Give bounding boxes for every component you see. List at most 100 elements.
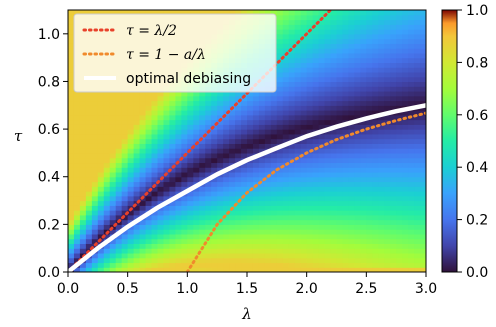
- heatmap-cell: [217, 186, 224, 192]
- heatmap-cell: [199, 152, 206, 159]
- heatmap-cell: [264, 195, 272, 202]
- heatmap-cell: [300, 191, 308, 197]
- heatmap-cell: [294, 205, 302, 211]
- heatmap-cell: [306, 219, 314, 225]
- heatmap-cell: [193, 133, 200, 140]
- heatmap-cell: [229, 238, 236, 245]
- heatmap-cell: [193, 171, 200, 178]
- heatmap-cell: [258, 124, 266, 130]
- heatmap-cell: [336, 176, 344, 183]
- heatmap-cell: [163, 114, 171, 121]
- heatmap-cell: [360, 205, 367, 211]
- heatmap-cell: [390, 181, 397, 187]
- heatmap-cell: [115, 210, 123, 216]
- heatmap-cell: [145, 262, 153, 268]
- heatmap-cell: [276, 33, 284, 40]
- heatmap-cell: [223, 248, 230, 254]
- heatmap-cell: [85, 233, 93, 240]
- heatmap-cell: [402, 181, 409, 187]
- heatmap-cell: [342, 81, 350, 87]
- heatmap-cell: [408, 43, 415, 49]
- heatmap-cell: [318, 171, 326, 178]
- heatmap-cell: [175, 224, 182, 230]
- heatmap-cell: [300, 257, 308, 264]
- heatmap-cell: [258, 219, 266, 225]
- heatmap-cell: [342, 19, 350, 25]
- heatmap-cell: [378, 138, 385, 144]
- heatmap-cell: [336, 238, 344, 245]
- heatmap-cell: [300, 248, 308, 254]
- heatmap-cell: [360, 148, 367, 154]
- heatmap-cell: [282, 191, 290, 197]
- heatmap-cell: [73, 252, 81, 259]
- heatmap-cell: [229, 119, 236, 125]
- heatmap-cell: [372, 219, 379, 225]
- heatmap-cell: [103, 110, 111, 116]
- heatmap-cell: [276, 262, 284, 268]
- heatmap-cell: [342, 14, 350, 21]
- heatmap-cell: [85, 267, 93, 272]
- heatmap-cell: [402, 81, 409, 87]
- heatmap-cell: [330, 200, 338, 206]
- heatmap-cell: [193, 229, 200, 235]
- heatmap-cell: [175, 148, 182, 154]
- heatmap-cell: [109, 157, 117, 164]
- heatmap-cell: [312, 110, 320, 116]
- heatmap-cell: [336, 200, 344, 206]
- heatmap-cell: [181, 229, 188, 235]
- heatmap-cell: [402, 48, 409, 54]
- heatmap-cell: [163, 252, 171, 259]
- heatmap-cell: [408, 162, 415, 168]
- heatmap-cell: [121, 100, 129, 106]
- heatmap-cell: [85, 133, 93, 140]
- heatmap-cell: [247, 148, 254, 154]
- heatmap-cell: [258, 143, 266, 149]
- heatmap-cell: [420, 191, 426, 197]
- heatmap-cell: [91, 186, 99, 192]
- heatmap-cell: [330, 24, 338, 30]
- heatmap-cell: [73, 114, 81, 121]
- heatmap-cell: [336, 110, 344, 116]
- heatmap-cell: [402, 229, 409, 235]
- heatmap-cell: [282, 171, 290, 178]
- heatmap-cell: [235, 110, 242, 116]
- heatmap-cell: [366, 229, 373, 235]
- heatmap-cell: [318, 195, 326, 202]
- heatmap-cell: [288, 181, 296, 187]
- y-tick-label: 0.2: [38, 217, 60, 233]
- heatmap-cell: [241, 143, 248, 149]
- heatmap-cell: [187, 214, 194, 221]
- heatmap-cell: [354, 267, 361, 272]
- heatmap-cell: [97, 210, 105, 216]
- heatmap-cell: [294, 95, 302, 102]
- heatmap-cell: [109, 105, 117, 111]
- heatmap-cell: [372, 214, 379, 221]
- heatmap-cell: [414, 76, 421, 83]
- heatmap-cell: [408, 200, 415, 206]
- heatmap-cell: [247, 200, 254, 206]
- heatmap-cell: [318, 148, 326, 154]
- heatmap-cell: [235, 90, 242, 97]
- heatmap-cell: [312, 162, 320, 168]
- heatmap-cell: [73, 10, 81, 16]
- heatmap-cell: [348, 171, 355, 178]
- heatmap-cell: [163, 248, 171, 254]
- heatmap-cell: [187, 191, 194, 197]
- heatmap-cell: [312, 43, 320, 49]
- heatmap-cell: [252, 219, 260, 225]
- heatmap-cell: [366, 238, 373, 245]
- heatmap-cell: [402, 171, 409, 178]
- heatmap-cell: [211, 229, 218, 235]
- heatmap-cell: [241, 100, 248, 106]
- heatmap-cell: [390, 143, 397, 149]
- heatmap-cell: [139, 248, 147, 254]
- heatmap-cell: [127, 191, 135, 197]
- heatmap-cell: [139, 267, 147, 272]
- heatmap-cell: [175, 10, 182, 16]
- heatmap-cell: [360, 186, 367, 192]
- heatmap-cell: [68, 38, 75, 44]
- heatmap-cell: [91, 152, 99, 159]
- heatmap-cell: [402, 133, 409, 140]
- heatmap-cell: [336, 186, 344, 192]
- heatmap-cell: [414, 148, 421, 154]
